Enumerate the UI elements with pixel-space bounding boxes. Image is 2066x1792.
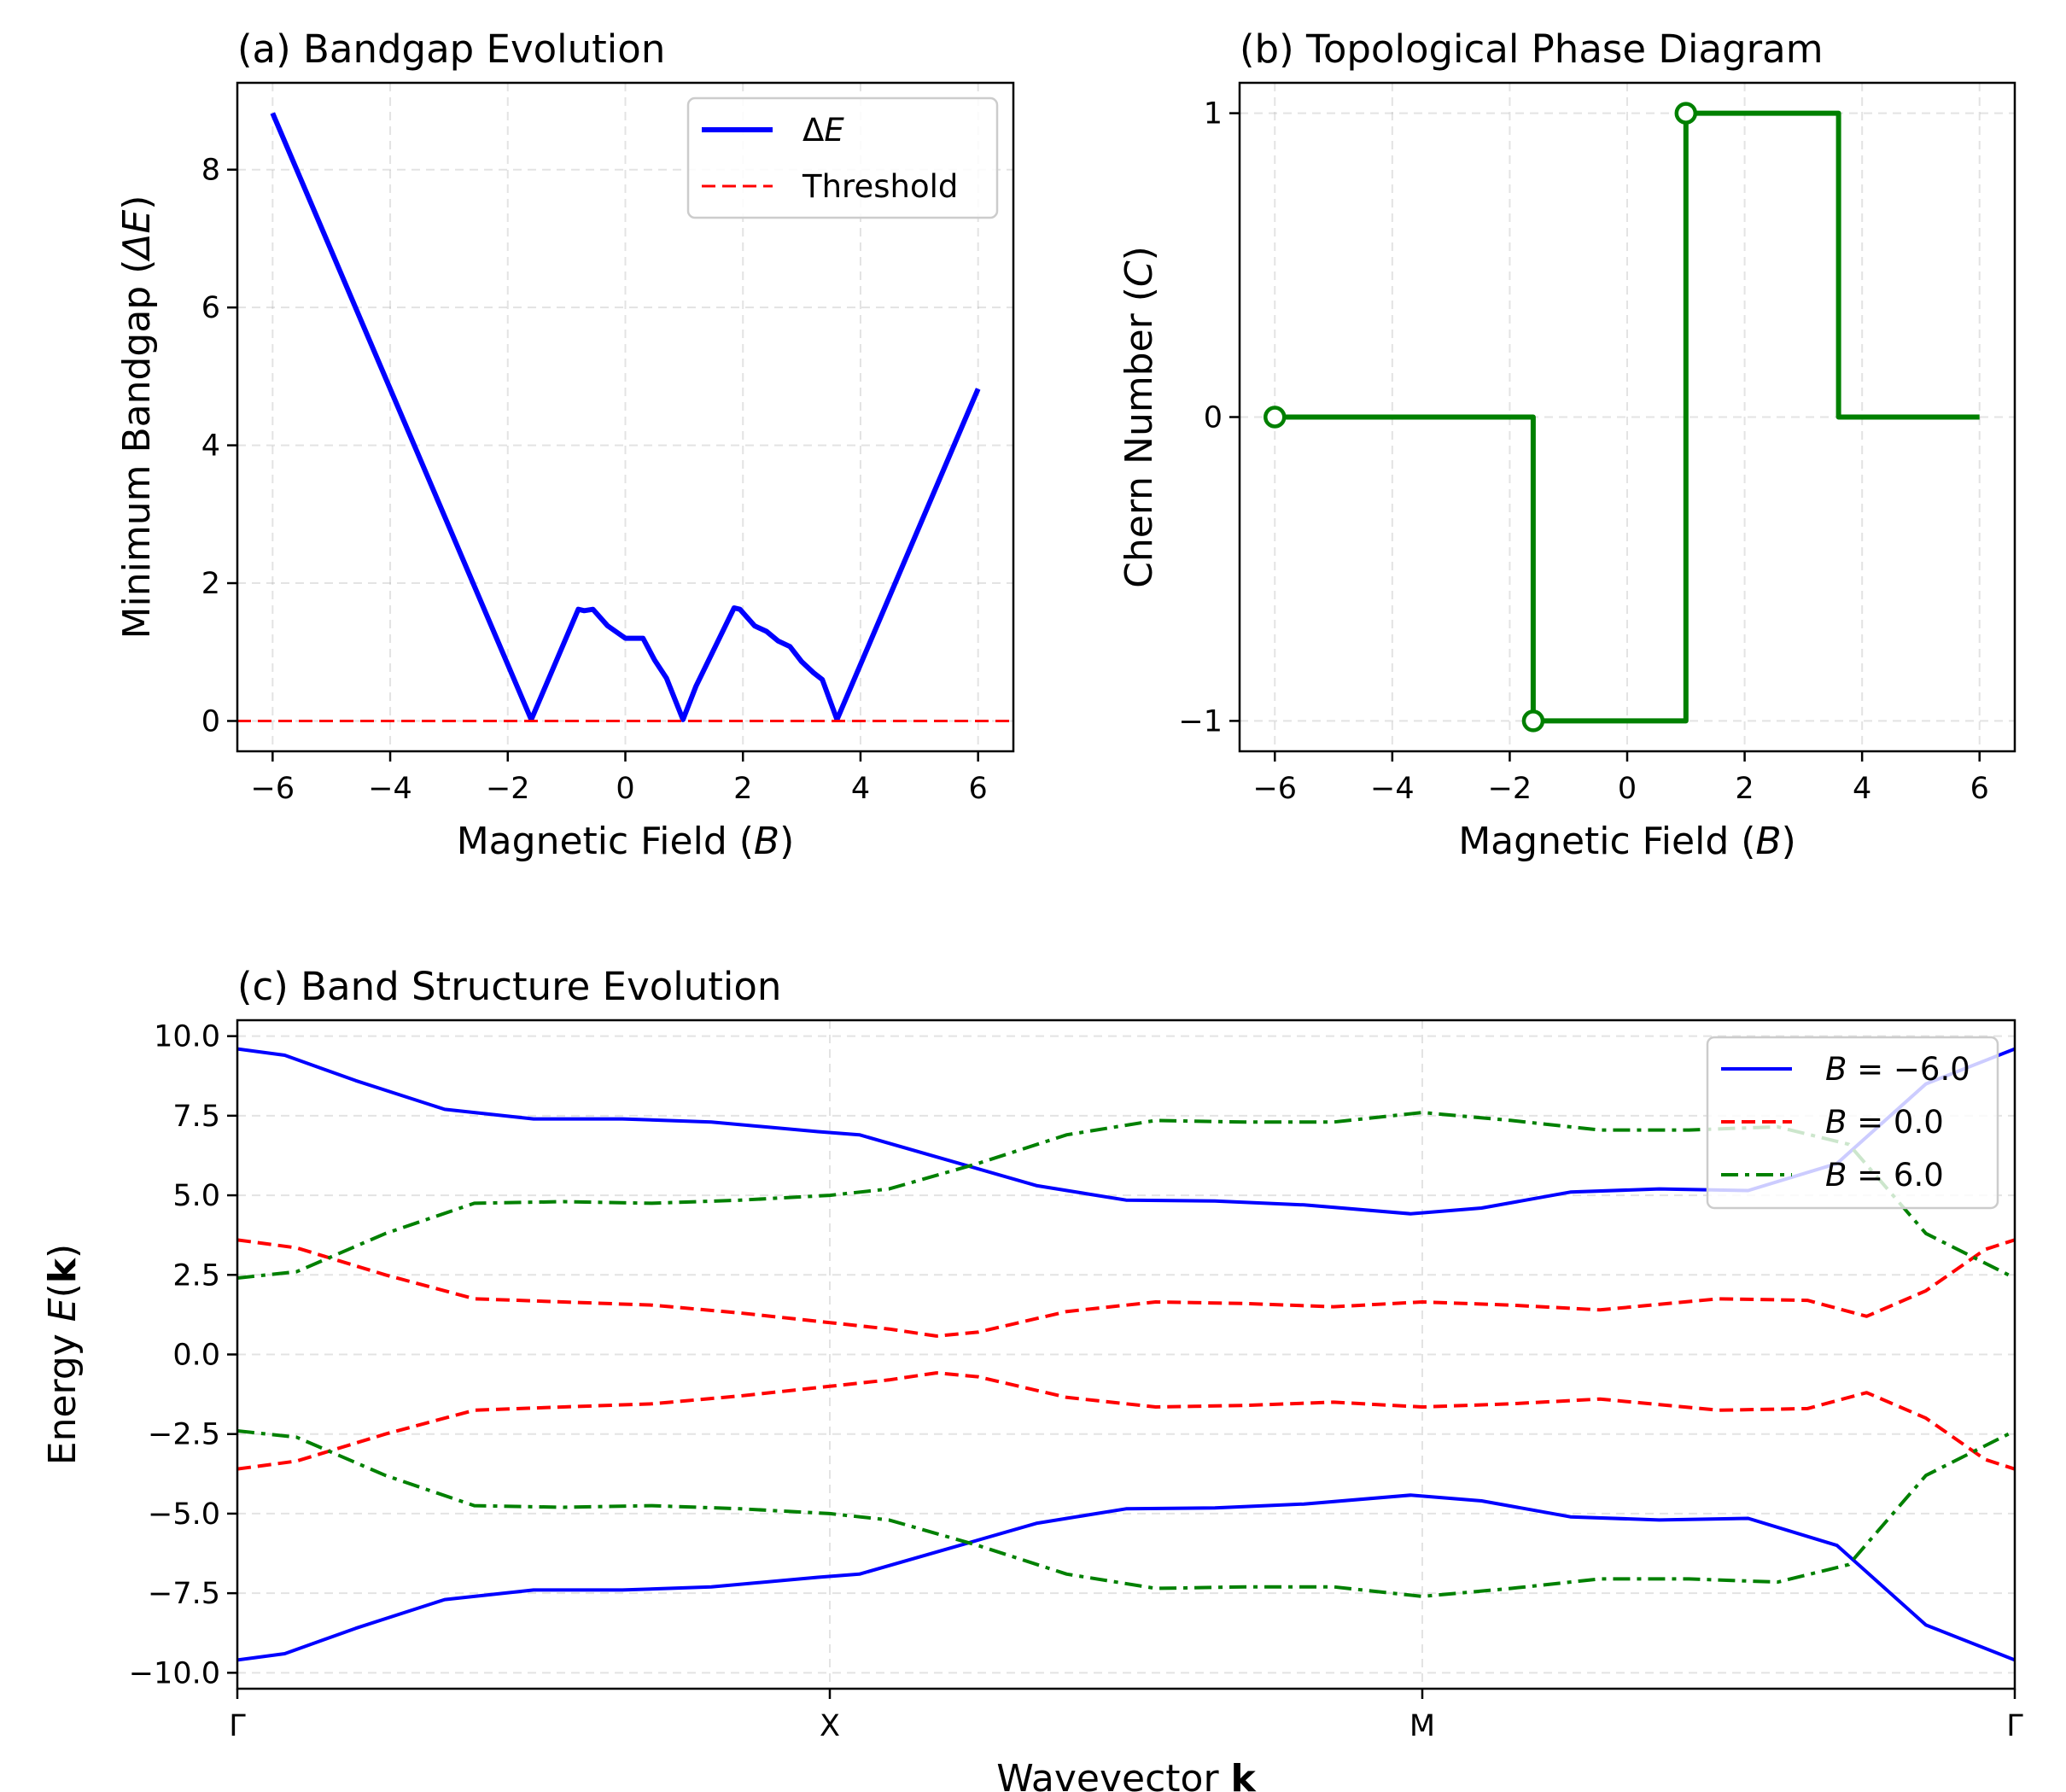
y-axis-label: Energy E(k)	[41, 1244, 85, 1465]
x-tick-label: −4	[1370, 772, 1415, 806]
x-tick-label: Γ	[229, 1709, 246, 1743]
x-tick-label: M	[1409, 1709, 1435, 1743]
data-point-marker	[1674, 102, 1698, 125]
y-tick-label: 4	[201, 429, 220, 464]
x-tick-label: X	[820, 1709, 840, 1743]
x-tick-label: −2	[486, 772, 530, 806]
x-tick-label: 6	[1970, 772, 1989, 806]
legend-label: B = 0.0	[1825, 1104, 1944, 1141]
x-tick-label: 0	[616, 772, 634, 806]
y-tick-label: 1	[1204, 97, 1223, 131]
y-axis-label: Chern Number (C)	[1118, 246, 1161, 588]
x-tick-label: −6	[1252, 772, 1297, 806]
y-axis-label: Minimum Bandgap (ΔE)	[115, 196, 159, 639]
series-line-b-0-0-upper	[237, 1238, 2015, 1338]
y-tick-label: 5.0	[172, 1179, 220, 1213]
legend-label: Threshold	[802, 168, 958, 205]
x-tick-label: −2	[1488, 772, 1532, 806]
data-point-marker	[1521, 709, 1545, 733]
legend-label: ΔE	[802, 112, 844, 149]
y-tick-label: 6	[201, 291, 220, 325]
plot-area	[1275, 110, 1980, 724]
legend: B = −6.0 B = 0.0 B = 6.0	[1706, 1036, 1999, 1210]
data-point-marker	[1264, 406, 1287, 429]
y-tick-label: 7.5	[172, 1100, 220, 1134]
legend-label: B = −6.0	[1825, 1051, 1970, 1088]
y-tick-label: −7.5	[148, 1577, 220, 1611]
y-tick-label: 0	[201, 704, 220, 738]
x-tick-label: Γ	[2006, 1709, 2023, 1743]
chart-title: (c) Band Structure Evolution	[237, 964, 781, 1009]
series-line--e	[270, 112, 981, 722]
y-tick-label: −5.0	[148, 1497, 220, 1532]
y-tick-label: −10.0	[129, 1656, 220, 1690]
x-tick-label: −6	[251, 772, 295, 806]
chart-title: (b) Topological Phase Diagram	[1240, 26, 1824, 72]
x-tick-label: 4	[851, 772, 870, 806]
y-tick-label: 0.0	[172, 1339, 220, 1373]
x-tick-label: 0	[1618, 772, 1637, 806]
x-tick-label: 4	[1853, 772, 1871, 806]
y-tick-label: 2	[201, 567, 220, 601]
x-axis-label: Magnetic Field (B)	[1458, 820, 1796, 863]
series-line-b-6-0-lower	[237, 1429, 2015, 1598]
x-axis-label: Wavevector k	[996, 1757, 1257, 1792]
y-tick-label: 8	[201, 154, 220, 188]
series-line-b-6-0-lower	[237, 1493, 2015, 1662]
legend-label: B = 6.0	[1825, 1157, 1944, 1194]
chart-title: (a) Bandgap Evolution	[237, 26, 665, 72]
legend-box	[1706, 1036, 1999, 1210]
y-tick-label: 2.5	[172, 1258, 220, 1293]
y-tick-label: 0	[1204, 401, 1223, 435]
x-axis-label: Magnetic Field (B)	[457, 820, 795, 863]
series-line-chern-number	[1275, 110, 1980, 724]
y-tick-label: −2.5	[148, 1418, 220, 1452]
x-tick-label: −4	[368, 772, 412, 806]
x-tick-label: 2	[1735, 772, 1754, 806]
series-line-b-0-0-lower	[237, 1371, 2015, 1471]
y-tick-label: −1	[1178, 704, 1223, 738]
x-tick-label: 2	[733, 772, 752, 806]
legend: ΔE Threshold	[686, 96, 999, 219]
x-tick-label: 6	[969, 772, 988, 806]
y-tick-label: 10.0	[154, 1020, 220, 1054]
panel-c-band-structure-evolution: Γ X M Γ −10.0 −7.5 −5.0 −2.5 0.0 2.5 5.0 7.5 10.0 (c)…	[41, 964, 2023, 1792]
plot-area	[237, 112, 1013, 722]
panel-b-topological-phase-diagram: −6 −4 −2 0 2 4 6 −1 0 1 (b) Topological Phase Diag…	[1118, 26, 2016, 863]
panel-a-bandgap-evolution: −6 −4 −2 0 2 4 6 0 2 4 6 8 (a) Bandgap Evolution Magn…	[115, 26, 1015, 863]
series-line-b-6-0-upper	[237, 1047, 2015, 1216]
